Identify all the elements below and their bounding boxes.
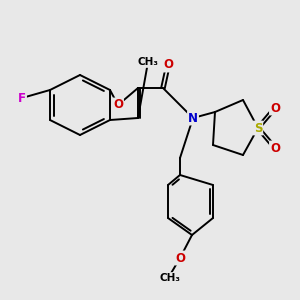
Text: CH₃: CH₃	[160, 273, 181, 283]
Text: O: O	[163, 58, 173, 71]
Text: CH₃: CH₃	[137, 57, 158, 67]
Text: N: N	[188, 112, 198, 124]
Text: O: O	[270, 101, 280, 115]
Text: O: O	[175, 251, 185, 265]
Text: S: S	[254, 122, 262, 134]
Text: O: O	[270, 142, 280, 154]
Text: O: O	[113, 98, 123, 112]
Text: F: F	[18, 92, 26, 104]
